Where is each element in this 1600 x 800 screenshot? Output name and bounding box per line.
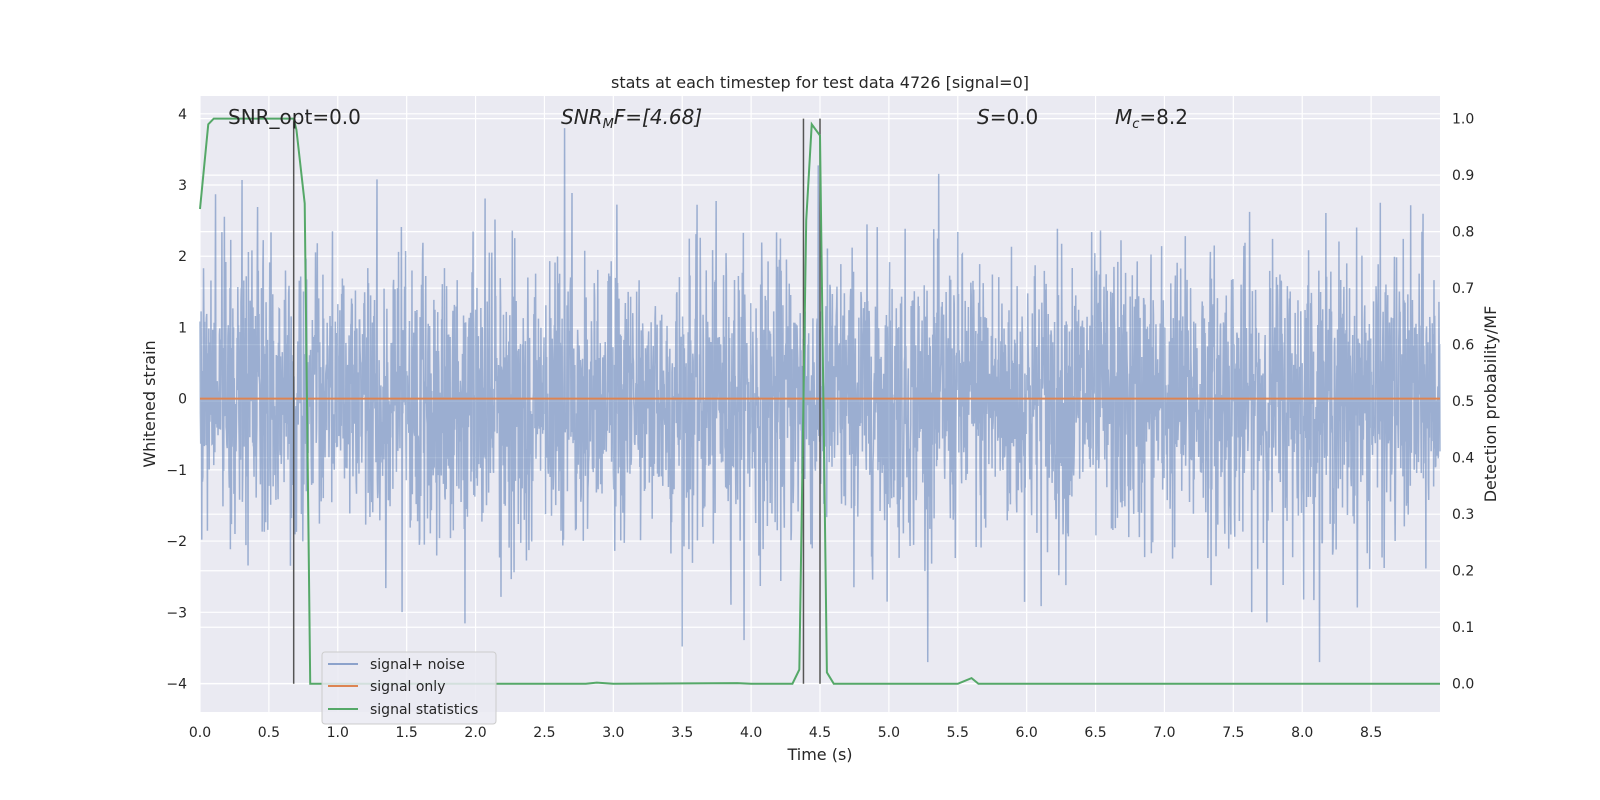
x-tick-label: 2.0 [464,725,486,741]
y2-tick-label: 0.9 [1452,168,1474,184]
x-tick-label: 3.5 [671,725,693,741]
x-tick-label: 7.5 [1222,725,1244,741]
x-tick-label: 1.5 [396,725,418,741]
y-tick-label: −3 [166,605,187,621]
x-tick-label: 6.0 [1016,725,1038,741]
x-tick-label: 0.0 [189,725,211,741]
y2-tick-label: 0.5 [1452,394,1474,410]
y-tick-label: −2 [166,534,187,550]
y-tick-label: 1 [178,320,187,336]
y2-tick-label: 0.7 [1452,281,1474,297]
x-tick-label: 8.0 [1291,725,1313,741]
snr-mf-sub: M [603,117,614,132]
signal-statistics-line [199,117,1440,685]
x-tick-label: 4.0 [740,725,762,741]
s-label: S [977,105,990,129]
x-tick-label: 8.5 [1360,725,1382,741]
x-axis-label: Time (s) [786,745,852,764]
mc-sub: c [1132,117,1139,132]
y-tick-label: 4 [178,107,187,123]
y2-tick-label: 0.8 [1452,225,1474,241]
x-tick-label: 7.0 [1153,725,1175,741]
x-tick-label: 5.0 [878,725,900,741]
y2-tick-label: 0.1 [1452,620,1474,636]
annotation-mc: Mc=8.2 [1115,105,1188,132]
x-tick-label: 3.0 [602,725,624,741]
y-ticks: 4 3 2 1 0 −1 −2 −3 −4 [166,107,187,693]
legend-label-signal-noise: signal+ noise [370,657,465,673]
y2-tick-label: 0.0 [1452,677,1474,693]
y2-tick-label: 1.0 [1452,112,1474,128]
x-tick-label: 5.5 [947,725,969,741]
x-tick-label: 2.5 [533,725,555,741]
y-tick-label: −1 [166,463,187,479]
x-tick-label: 0.5 [258,725,280,741]
mc-base: M [1115,105,1132,129]
y2-ticks: 1.0 0.9 0.8 0.7 0.6 0.5 0.4 0.3 0.2 0.1 0.0 [1452,112,1474,693]
annotation-snr-mf: SNRMF=[4.68] [561,105,702,132]
snr-mf-rest: F=[4.68] [614,105,702,129]
y-tick-label: 0 [178,392,187,408]
legend-box [321,651,497,725]
snr-mf-base: SNR [561,105,603,129]
s-value: =0.0 [990,105,1039,129]
x-ticks: 0.0 0.5 1.0 1.5 2.0 2.5 3.0 3.5 4.0 4.5 5.0 5.5 6.0 6… [189,725,1382,741]
annotation-s: S=0.0 [977,105,1038,129]
y-tick-label: 2 [178,249,187,265]
x-tick-label: 1.0 [327,725,349,741]
legend-label-signal-statistics: signal statistics [370,702,478,718]
x-tick-label: 6.5 [1084,725,1106,741]
mc-value: =8.2 [1139,105,1188,129]
y2-tick-label: 0.3 [1452,507,1474,523]
legend: signal+ noise signal only signal statist… [321,651,497,725]
y-tick-label: −4 [166,677,187,693]
signal-statistics-series [199,117,1440,685]
y2-tick-label: 0.4 [1452,451,1474,467]
y2-tick-label: 0.2 [1452,564,1474,580]
y2-tick-label: 0.6 [1452,338,1474,354]
annotation-snr-opt: SNR_opt=0.0 [228,105,361,129]
y-axis-label: Whitened strain [140,340,159,467]
x-tick-label: 4.5 [809,725,831,741]
y2-axis-label: Detection probability/MF [1481,306,1500,503]
legend-label-signal-only: signal only [370,679,445,695]
y-tick-label: 3 [178,178,187,194]
chart-title: stats at each timestep for test data 472… [611,73,1029,92]
